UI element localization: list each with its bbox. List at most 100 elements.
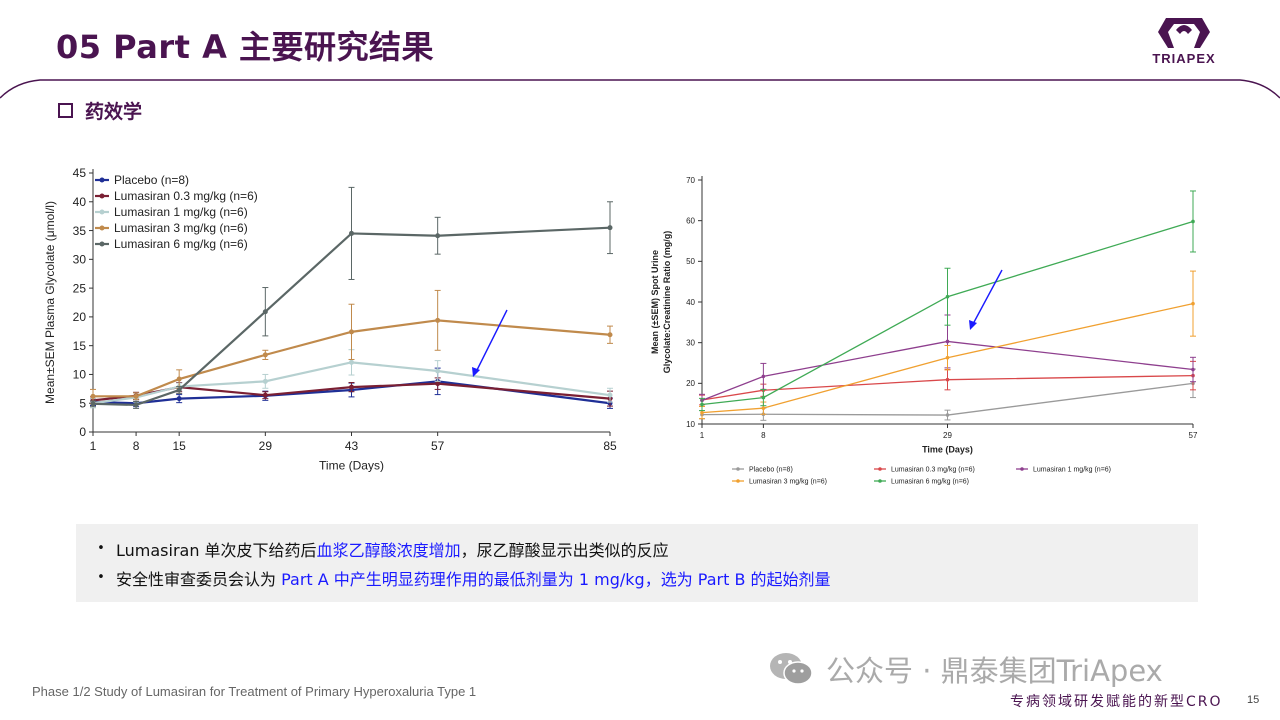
data-point <box>176 387 182 393</box>
data-point <box>349 359 354 365</box>
legend-marker <box>878 467 882 471</box>
series-3 <box>90 289 613 404</box>
y-tick-label: 40 <box>73 195 87 209</box>
y-tick-label: 10 <box>686 420 695 429</box>
legend-marker <box>736 479 740 483</box>
data-point <box>945 377 950 382</box>
summary-bullet-1: • Lumasiran 单次皮下给药后血浆乙醇酸浓度增加，尿乙醇酸显示出类似的反… <box>86 534 1198 563</box>
y-tick-label: 60 <box>686 216 695 225</box>
x-tick-label: 29 <box>259 439 273 453</box>
legend-label: Lumasiran 6 mg/kg (n=6) <box>114 237 248 251</box>
annotation-arrow-line <box>475 309 508 373</box>
legend-marker <box>99 241 105 247</box>
wechat-icon <box>770 653 813 685</box>
legend-marker <box>99 193 105 199</box>
section-title: 药效学 <box>85 100 143 123</box>
legend-label: Lumasiran 1 mg/kg (n=6) <box>114 205 248 219</box>
series-line <box>701 374 1194 401</box>
legend-label: Lumasiran 0.3 mg/kg (n=6) <box>114 189 258 203</box>
data-point <box>435 233 441 239</box>
data-point <box>435 317 441 323</box>
legend-marker <box>99 209 105 215</box>
data-point <box>262 352 268 358</box>
data-point <box>349 230 354 236</box>
summary-panel: • Lumasiran 单次皮下给药后血浆乙醇酸浓度增加，尿乙醇酸显示出类似的反… <box>76 524 1198 602</box>
legend: Placebo (n=8) Lumasiran 0.3 mg/kg (n=6) Lu… <box>732 466 1111 485</box>
legend-marker <box>99 177 105 183</box>
data-point <box>1191 301 1195 306</box>
data-point <box>945 355 950 360</box>
data-point <box>607 225 613 231</box>
y-tick-label: 45 <box>73 166 87 180</box>
legend-marker <box>878 479 882 483</box>
data-point <box>700 402 704 407</box>
summary-bullet-2: • 安全性审查委员会认为 Part A 中产生明显药理作用的最低剂量为 1 mg… <box>86 563 1198 592</box>
legend-marker <box>1020 467 1024 471</box>
data-point <box>262 378 268 384</box>
legend-label: Placebo (n=8) <box>114 173 189 187</box>
plasma-glycolate-chart: 0 5 10 15 20 25 30 35 40 45 1 8 15 29 43 57 85 Time (Days… <box>43 166 617 473</box>
watermark-text: 公众号 · 鼎泰集团TriApex <box>826 654 1163 688</box>
legend-label: Lumasiran 0.3 mg/kg (n=6) <box>891 466 975 473</box>
x-tick-label: 15 <box>172 439 186 453</box>
annotation-arrow-head <box>472 367 480 377</box>
data-point <box>435 381 441 387</box>
bullet-text: Lumasiran 单次皮下给药后血浆乙醇酸浓度增加，尿乙醇酸显示出类似的反应 <box>116 540 669 560</box>
tagline: 专病领域研发赋能的新型CRO <box>1010 694 1223 710</box>
y-axis-title: Mean (±SEM) Spot Urine <box>650 250 660 354</box>
data-point <box>262 392 268 398</box>
header-divider <box>0 79 1280 99</box>
y-tick-label: 40 <box>686 298 695 307</box>
data-point <box>607 392 613 398</box>
y-tick-label: 50 <box>686 257 695 266</box>
y-axis-title: Glycolate:Creatinine Ratio (mg/g) <box>662 231 672 374</box>
y-tick-label: 35 <box>73 224 87 238</box>
x-tick-label: 1 <box>90 439 97 453</box>
data-point <box>761 374 766 379</box>
x-axis-title: Time (Days) <box>319 459 384 473</box>
bullet-dot: • <box>97 541 105 556</box>
series-line <box>701 220 1194 406</box>
data-point <box>1191 219 1195 224</box>
series-4 <box>90 186 613 409</box>
series-line <box>701 302 1194 414</box>
x-tick-label: 8 <box>761 431 766 440</box>
data-point <box>176 376 182 382</box>
y-tick-label: 25 <box>73 281 87 295</box>
data-point <box>607 332 613 338</box>
bullet-dot: • <box>97 570 105 585</box>
urine-glycolate-chart: 10 20 30 40 50 60 70 1 8 29 57 Time (Days) Mean (±SE… <box>650 176 1198 486</box>
x-tick-label: 85 <box>603 439 617 453</box>
source-citation: Phase 1/2 Study of Lumasiran for Treatme… <box>32 684 477 699</box>
y-tick-label: 30 <box>686 338 695 347</box>
bullet-highlight: 血浆乙醇酸浓度增加 <box>316 540 461 560</box>
data-point <box>945 339 950 344</box>
legend-marker <box>99 225 105 231</box>
annotation-arrow-line <box>972 269 1003 325</box>
x-tick-label: 1 <box>700 431 705 440</box>
data-point <box>262 309 268 315</box>
series-4 <box>699 190 1196 412</box>
data-point <box>349 329 354 335</box>
data-point <box>133 402 139 408</box>
y-tick-label: 30 <box>73 253 87 267</box>
annotation-arrow-head <box>969 320 977 330</box>
legend-marker <box>736 467 740 471</box>
y-tick-label: 15 <box>73 339 87 353</box>
data-point <box>176 396 182 402</box>
data-point <box>90 393 96 399</box>
series-1 <box>90 377 613 407</box>
data-point <box>761 395 766 400</box>
series-line <box>701 340 1194 402</box>
page-title: 05 Part A 主要研究结果 <box>56 28 434 66</box>
data-point <box>90 401 96 407</box>
wechat-watermark: 公众号 · 鼎泰集团TriApex <box>768 648 1163 690</box>
data-point <box>1191 367 1195 372</box>
triapex-logo-icon <box>1158 18 1210 48</box>
series-line <box>701 382 1194 416</box>
y-tick-label: 20 <box>686 379 695 388</box>
data-point <box>945 413 950 417</box>
y-tick-label: 10 <box>73 368 87 382</box>
y-tick-label: 70 <box>686 176 695 185</box>
y-tick-label: 5 <box>79 396 86 410</box>
